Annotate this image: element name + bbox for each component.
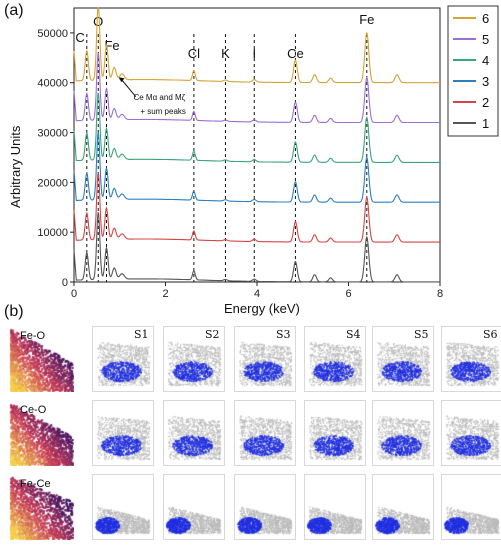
series-line-2 bbox=[73, 172, 440, 243]
scatter-canvas bbox=[442, 327, 501, 391]
series-line-5 bbox=[73, 52, 440, 124]
sample-label: S5 bbox=[414, 328, 429, 341]
scatter-canvas bbox=[93, 327, 153, 391]
heatmap-tile bbox=[8, 326, 74, 392]
sample-label: S2 bbox=[205, 328, 220, 341]
x-tick-label: 4 bbox=[254, 288, 260, 300]
scatter-canvas bbox=[164, 475, 224, 539]
scatter-canvas bbox=[235, 327, 295, 391]
element-label: C bbox=[75, 30, 84, 45]
annotation-text: Ce Mα and Mζ bbox=[133, 93, 185, 102]
heatmap-canvas bbox=[8, 400, 74, 466]
heatmap-canvas bbox=[8, 326, 74, 392]
scatter-tile bbox=[234, 400, 296, 466]
scatter-tile bbox=[304, 326, 366, 392]
scatter-tile bbox=[441, 474, 501, 540]
y-tick-label: 40000 bbox=[37, 78, 68, 90]
y-tick-label: 0 bbox=[62, 277, 68, 289]
scatter-canvas bbox=[442, 475, 501, 539]
series-line-4 bbox=[73, 92, 440, 163]
scatter-tile bbox=[372, 474, 434, 540]
pair-label: Fe-O bbox=[20, 330, 46, 342]
scatter-tile bbox=[92, 326, 154, 392]
scatter-tile bbox=[163, 326, 225, 392]
scatter-canvas bbox=[373, 475, 433, 539]
series-line-6 bbox=[73, 7, 440, 84]
element-label: Fe bbox=[359, 12, 374, 27]
legend-label-1: 1 bbox=[482, 116, 489, 131]
legend bbox=[447, 5, 499, 137]
scatter-canvas bbox=[235, 401, 295, 465]
legend-label-4: 4 bbox=[482, 53, 489, 68]
heatmap-canvas bbox=[8, 474, 74, 540]
sample-label: S3 bbox=[276, 328, 291, 341]
heatmap-tile bbox=[8, 400, 74, 466]
scatter-canvas bbox=[373, 401, 433, 465]
scatter-tile bbox=[163, 474, 225, 540]
scatter-canvas bbox=[164, 401, 224, 465]
scatter-tile bbox=[234, 326, 296, 392]
series-line-3 bbox=[73, 132, 440, 203]
scatter-tile bbox=[234, 474, 296, 540]
heatmap-tile bbox=[8, 474, 74, 540]
x-tick-label: 8 bbox=[437, 288, 443, 300]
scatter-tile bbox=[92, 400, 154, 466]
y-tick-label: 50000 bbox=[37, 28, 68, 40]
sample-label: S4 bbox=[346, 328, 361, 341]
scatter-canvas bbox=[373, 327, 433, 391]
series-line-1 bbox=[73, 212, 440, 283]
annotation-arrow bbox=[120, 77, 137, 97]
legend-label-6: 6 bbox=[482, 11, 489, 26]
scatter-canvas bbox=[93, 475, 153, 539]
x-tick-label: 2 bbox=[162, 288, 168, 300]
element-label: Ce bbox=[287, 46, 304, 61]
scatter-tile bbox=[304, 474, 366, 540]
sample-label: S6 bbox=[483, 328, 498, 341]
element-label: K bbox=[221, 46, 230, 61]
scatter-canvas bbox=[305, 475, 365, 539]
x-axis-label: Energy (keV) bbox=[224, 301, 300, 316]
pair-label: Fe-Ce bbox=[20, 478, 51, 490]
legend-label-2: 2 bbox=[482, 95, 489, 110]
scatter-canvas bbox=[93, 401, 153, 465]
annotation-arrowhead bbox=[118, 77, 125, 83]
scatter-tile bbox=[304, 400, 366, 466]
element-label: Cl bbox=[188, 46, 200, 61]
scatter-tile bbox=[372, 400, 434, 466]
element-label: O bbox=[93, 14, 103, 29]
element-label: I bbox=[252, 46, 256, 61]
legend-label-3: 3 bbox=[482, 74, 489, 89]
annotation-text: + sum peaks bbox=[140, 107, 186, 116]
element-label: Fe bbox=[104, 38, 119, 53]
y-tick-label: 20000 bbox=[37, 177, 68, 189]
panel-b-label: (b) bbox=[4, 303, 24, 320]
legend-label-5: 5 bbox=[482, 32, 489, 47]
y-tick-label: 10000 bbox=[37, 227, 68, 239]
x-tick-label: 6 bbox=[345, 288, 351, 300]
scatter-tile bbox=[92, 474, 154, 540]
sample-label: S1 bbox=[134, 328, 149, 341]
scatter-tile bbox=[441, 400, 501, 466]
scatter-canvas bbox=[442, 401, 501, 465]
scatter-canvas bbox=[305, 401, 365, 465]
scatter-canvas bbox=[235, 475, 295, 539]
y-tick-label: 30000 bbox=[37, 128, 68, 140]
panel-a-label: (a) bbox=[4, 2, 24, 19]
scatter-tile bbox=[441, 326, 501, 392]
x-tick-label: 0 bbox=[71, 288, 77, 300]
pair-label: Ce-O bbox=[20, 404, 47, 416]
correlation-grid: Fe-O S1 S2 S3 S4 S5 S6 Ce-O Fe-Ce bbox=[0, 318, 501, 550]
scatter-tile bbox=[372, 326, 434, 392]
scatter-tile bbox=[163, 400, 225, 466]
scatter-canvas bbox=[305, 327, 365, 391]
scatter-canvas bbox=[164, 327, 224, 391]
y-axis-label: Arbitrary Units bbox=[8, 125, 23, 208]
